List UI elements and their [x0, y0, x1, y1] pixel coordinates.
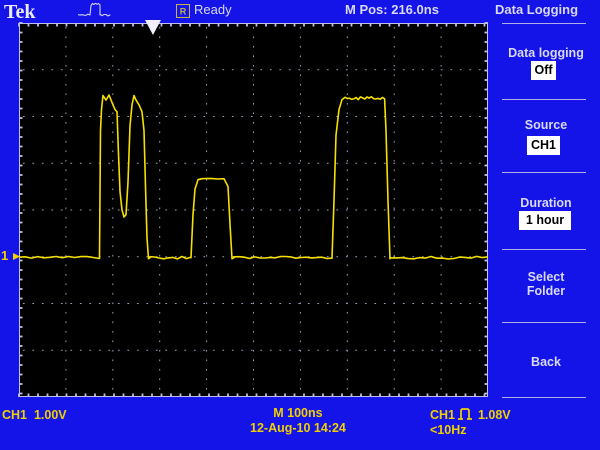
- svg-text:R: R: [180, 7, 187, 17]
